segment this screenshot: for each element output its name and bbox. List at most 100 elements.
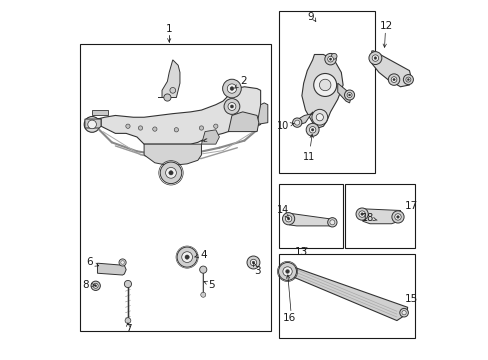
Circle shape — [390, 77, 396, 82]
Circle shape — [124, 280, 131, 288]
Text: 3: 3 — [253, 263, 260, 276]
Text: 2: 2 — [234, 76, 246, 88]
Circle shape — [222, 79, 241, 98]
Circle shape — [403, 75, 412, 85]
Polygon shape — [359, 209, 400, 224]
Text: 9: 9 — [307, 12, 313, 22]
Bar — [278, 184, 343, 248]
Circle shape — [182, 252, 192, 262]
Circle shape — [311, 129, 313, 131]
Circle shape — [319, 79, 330, 91]
Polygon shape — [144, 144, 201, 166]
Bar — [278, 253, 414, 338]
Circle shape — [311, 109, 327, 125]
Text: 17: 17 — [404, 201, 417, 211]
Polygon shape — [201, 130, 219, 144]
Circle shape — [285, 216, 291, 222]
Circle shape — [292, 118, 301, 127]
Circle shape — [373, 57, 376, 59]
Circle shape — [316, 114, 323, 121]
Bar — [278, 12, 375, 173]
Circle shape — [313, 73, 336, 96]
Circle shape — [230, 105, 233, 108]
Circle shape — [224, 99, 239, 114]
Circle shape — [358, 211, 365, 217]
Circle shape — [285, 270, 289, 273]
Circle shape — [309, 127, 315, 133]
Polygon shape — [92, 110, 108, 116]
Circle shape — [213, 124, 218, 129]
Circle shape — [405, 77, 410, 82]
Polygon shape — [298, 112, 312, 125]
Circle shape — [327, 218, 336, 227]
Polygon shape — [301, 54, 343, 128]
Polygon shape — [257, 103, 267, 125]
Circle shape — [246, 256, 260, 269]
Circle shape — [199, 266, 206, 273]
Circle shape — [91, 281, 100, 291]
Circle shape — [330, 53, 336, 59]
Circle shape — [169, 87, 175, 93]
Circle shape — [119, 259, 126, 266]
Text: 7: 7 — [124, 324, 131, 334]
Circle shape — [252, 261, 254, 264]
Circle shape — [121, 261, 124, 264]
Circle shape — [282, 267, 292, 276]
Circle shape — [165, 167, 176, 178]
Circle shape — [346, 93, 351, 98]
Circle shape — [329, 220, 334, 225]
Circle shape — [394, 214, 400, 220]
Text: 6: 6 — [86, 257, 99, 267]
Text: 12: 12 — [379, 21, 392, 31]
Circle shape — [396, 216, 399, 218]
Polygon shape — [85, 119, 101, 128]
Polygon shape — [158, 60, 180, 98]
Circle shape — [227, 84, 236, 93]
Circle shape — [184, 255, 189, 259]
Circle shape — [199, 126, 203, 130]
Circle shape — [168, 171, 173, 175]
Polygon shape — [371, 51, 410, 87]
Circle shape — [152, 127, 157, 131]
Text: 14: 14 — [277, 206, 289, 219]
Circle shape — [125, 318, 131, 323]
Polygon shape — [287, 213, 333, 226]
Text: 11: 11 — [302, 134, 315, 162]
Circle shape — [348, 94, 350, 96]
Text: 4: 4 — [194, 249, 206, 260]
Circle shape — [392, 78, 394, 81]
Circle shape — [344, 90, 354, 100]
Text: 15: 15 — [404, 294, 417, 304]
Circle shape — [227, 103, 235, 111]
Bar — [80, 44, 271, 330]
Circle shape — [278, 262, 296, 280]
Polygon shape — [97, 263, 126, 275]
Circle shape — [399, 309, 407, 317]
Circle shape — [305, 123, 319, 136]
Circle shape — [324, 53, 336, 65]
Circle shape — [174, 128, 178, 132]
Text: 18: 18 — [361, 213, 376, 222]
Circle shape — [250, 259, 256, 266]
Circle shape — [287, 217, 289, 220]
Circle shape — [355, 208, 367, 220]
Text: 13: 13 — [295, 247, 308, 257]
Circle shape — [327, 56, 333, 62]
Circle shape — [371, 55, 378, 61]
Text: 10: 10 — [276, 121, 294, 131]
Circle shape — [230, 87, 233, 90]
Circle shape — [95, 285, 97, 287]
Circle shape — [160, 162, 182, 184]
Circle shape — [391, 211, 403, 223]
Circle shape — [387, 74, 399, 85]
Circle shape — [329, 58, 331, 60]
Text: 8: 8 — [82, 280, 95, 290]
Text: 1: 1 — [165, 24, 172, 35]
Circle shape — [88, 120, 96, 129]
Polygon shape — [228, 112, 258, 132]
Circle shape — [93, 283, 98, 288]
Circle shape — [401, 311, 406, 315]
Circle shape — [294, 120, 299, 125]
Text: 5: 5 — [203, 280, 214, 290]
Circle shape — [201, 292, 205, 297]
